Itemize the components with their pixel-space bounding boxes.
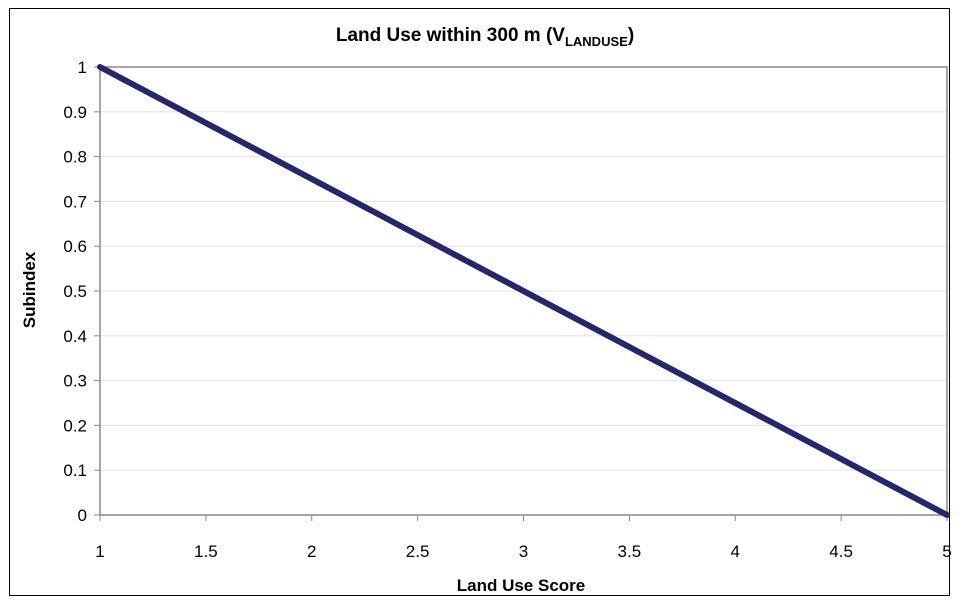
y-tick-label: 0.9 [63, 103, 87, 122]
y-tick-label: 0.4 [63, 327, 87, 346]
x-tick-label: 3.5 [618, 542, 642, 561]
x-axis: 1 1.5 2 2.5 3 3.5 4 4.5 5 [95, 515, 952, 561]
x-tick-label: 2 [307, 542, 316, 561]
x-tick-label: 4 [731, 542, 740, 561]
y-axis-label: Subindex [20, 251, 39, 328]
chart-frame [9, 8, 950, 596]
y-tick-label: 0.5 [63, 282, 87, 301]
y-axis: 0 0.1 0.2 0.3 0.4 0.5 0.6 0.7 0.8 0.9 1 [63, 58, 100, 525]
y-tick-label: 0.3 [63, 372, 87, 391]
y-tick-label: 0.1 [63, 461, 87, 480]
y-tick-label: 0.2 [63, 416, 87, 435]
y-tick-label: 1 [78, 58, 87, 77]
y-tick-label: 0 [78, 506, 87, 525]
y-tick-label: 0.8 [63, 148, 87, 167]
series-group [97, 64, 950, 518]
x-tick-label: 1 [95, 542, 104, 561]
x-tick-label: 1.5 [194, 542, 218, 561]
series-line [97, 64, 950, 518]
x-tick-label: 5 [942, 542, 951, 561]
x-tick-label: 4.5 [829, 542, 853, 561]
y-tick-label: 0.7 [63, 192, 87, 211]
chart-title-main: Land Use within 300 m (V [336, 25, 565, 46]
x-tick-label: 2.5 [406, 542, 430, 561]
y-tick-label: 0.6 [63, 237, 87, 256]
chart-title-suffix: ) [628, 25, 634, 46]
chart-title-subscript: LANDUSE [565, 34, 628, 49]
x-axis-label: Land Use Score [457, 576, 586, 595]
gridlines [100, 111, 947, 471]
x-tick-label: 3 [519, 542, 528, 561]
chart-title: Land Use within 300 m (VLANDUSE) [336, 25, 634, 49]
